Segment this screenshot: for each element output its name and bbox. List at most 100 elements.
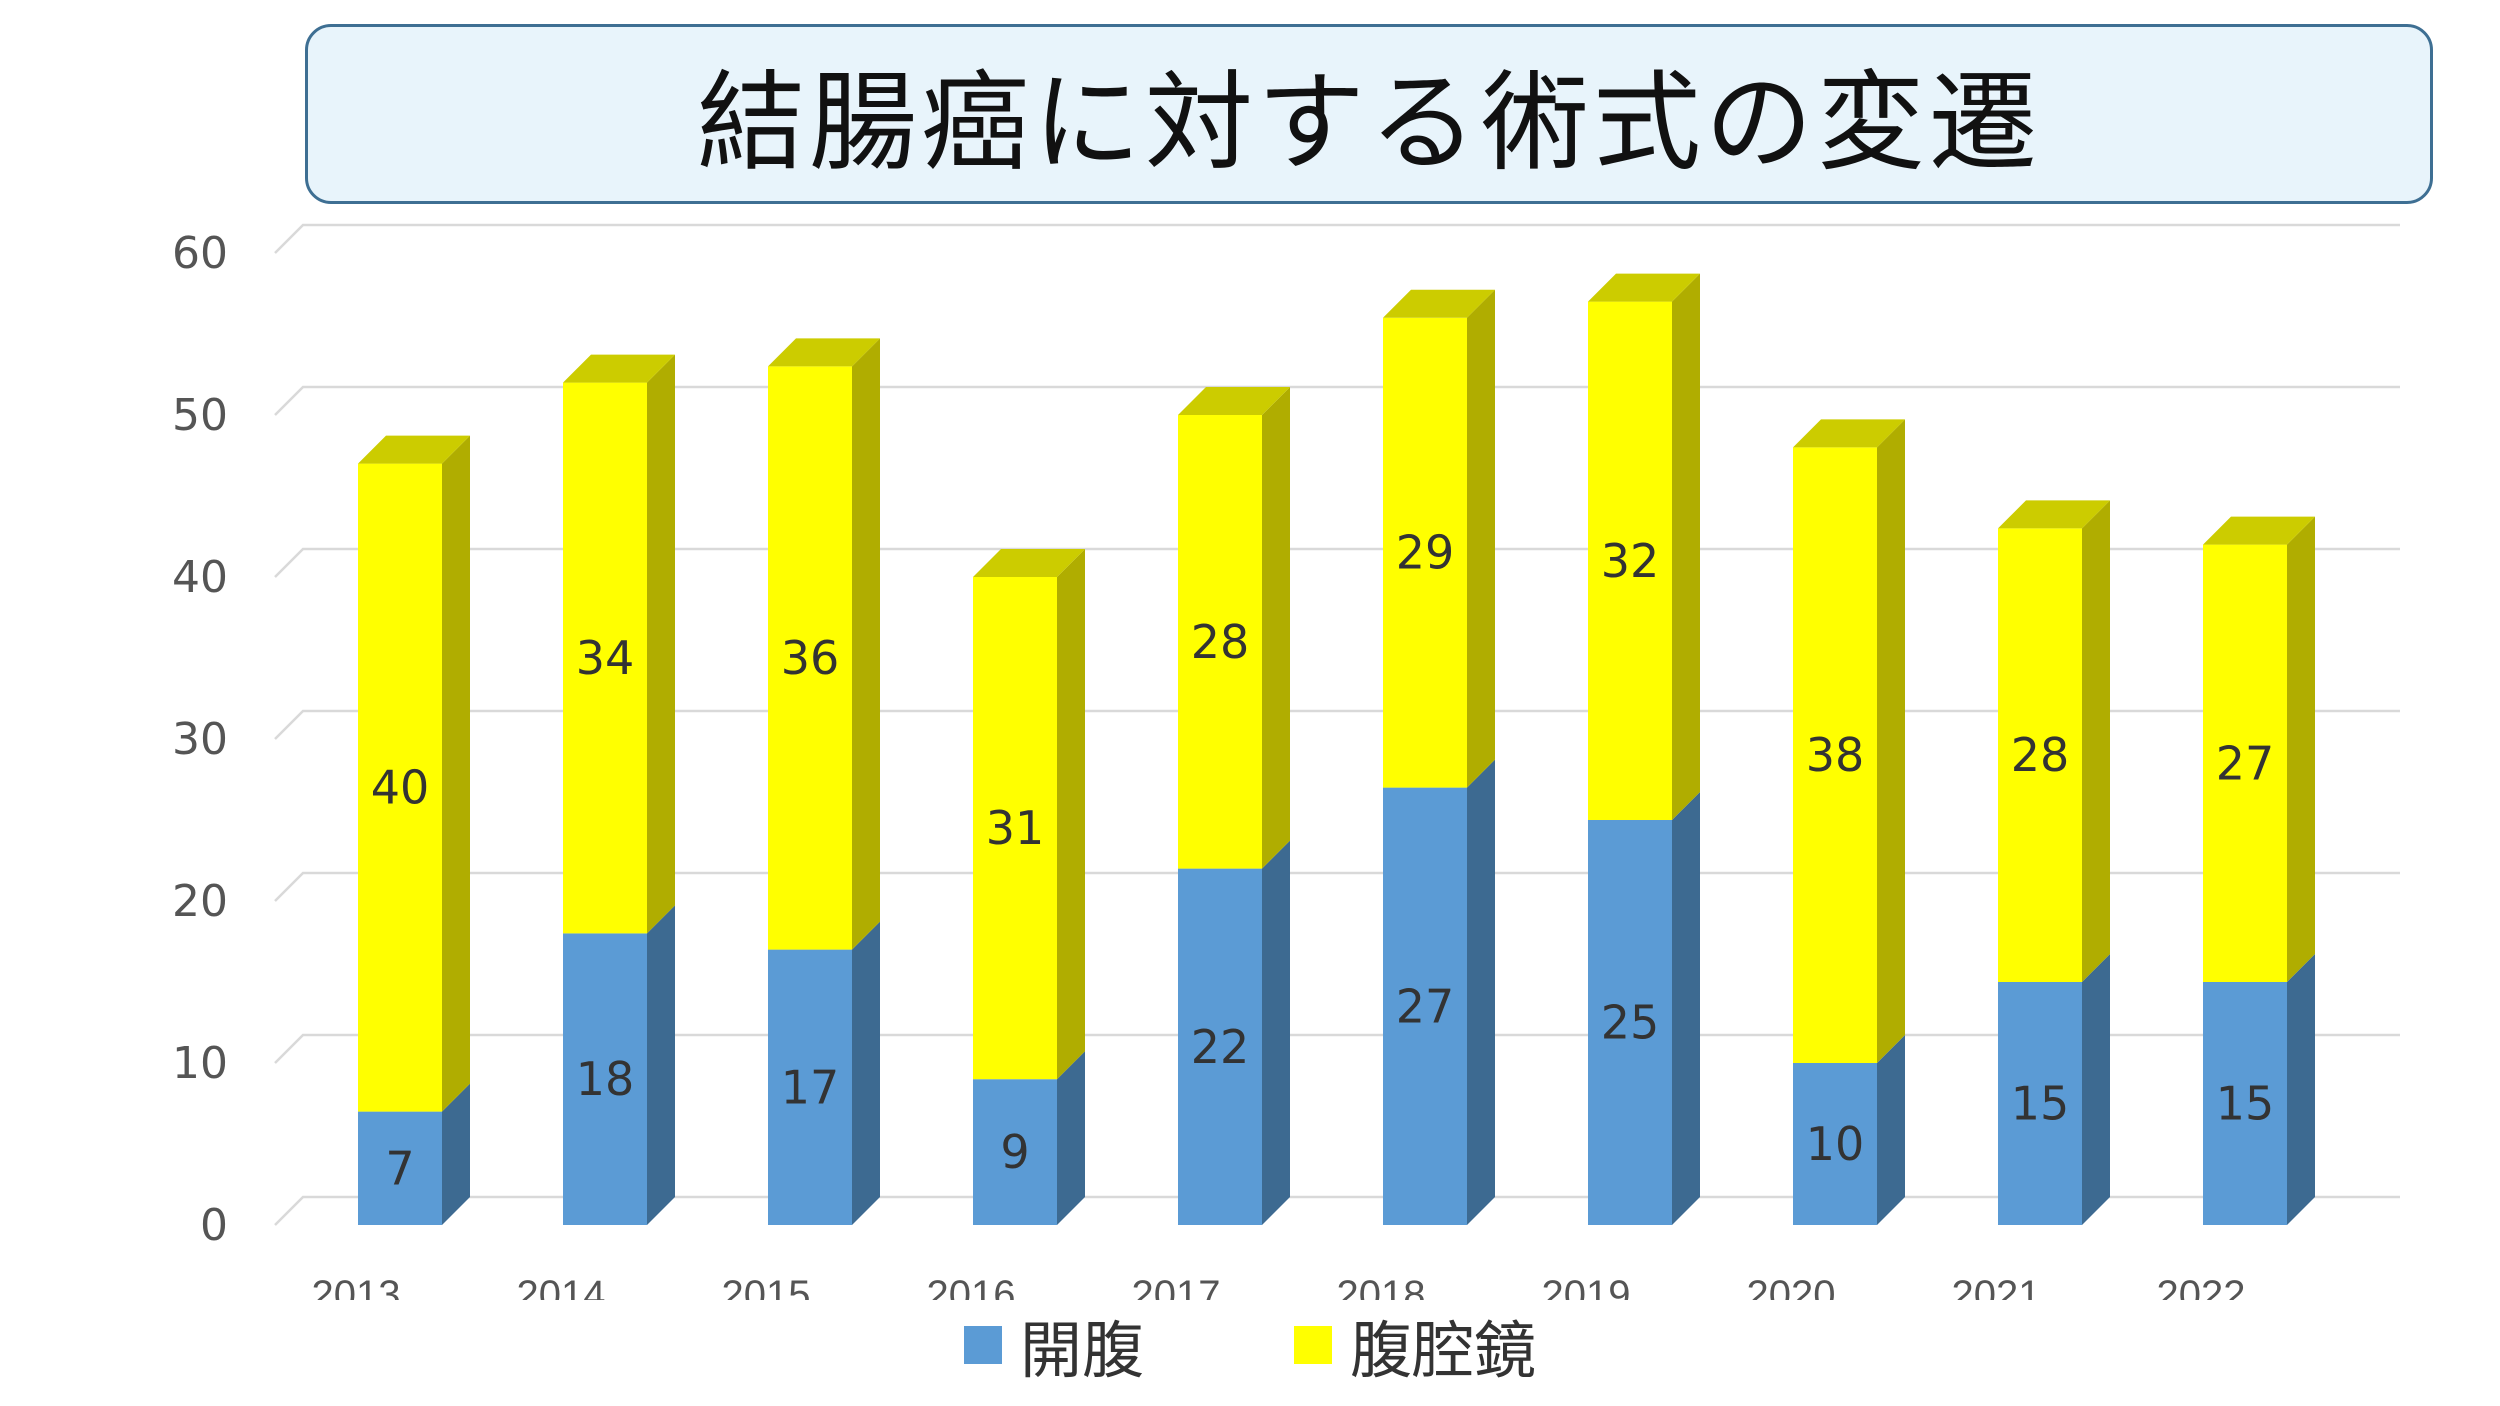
bar-top-laparoscopic	[1998, 500, 2110, 529]
bar-side-open	[2082, 954, 2110, 1225]
bar-side-laparoscopic	[442, 435, 470, 1112]
x-tick-label: 2021	[1952, 1273, 2041, 1300]
bar-open	[1793, 1063, 1877, 1225]
chart-legend: 開腹 腹腔鏡	[0, 1300, 2500, 1390]
x-tick-label: 2013	[312, 1273, 401, 1300]
chart-title-box: 結腸癌に対する術式の変遷	[305, 24, 2433, 204]
bar-open	[1178, 868, 1262, 1225]
gridline	[274, 709, 2400, 740]
x-tick-label: 2020	[1747, 1273, 1836, 1300]
data-label-open: 9	[1000, 1125, 1029, 1179]
data-label-laparoscopic: 29	[1396, 526, 1455, 580]
bar-side-laparoscopic	[1877, 419, 1905, 1063]
bar-laparoscopic	[1178, 415, 1262, 869]
y-tick-label: 60	[172, 228, 228, 279]
bar-open	[1383, 787, 1467, 1225]
data-label-laparoscopic: 34	[576, 631, 635, 685]
bar-side-open	[647, 905, 675, 1225]
x-tick-label: 2022	[2157, 1273, 2246, 1300]
y-tick-label: 0	[200, 1200, 228, 1251]
bar-side-open	[1672, 792, 1700, 1225]
data-label-open: 27	[1396, 979, 1455, 1033]
bar-side-laparoscopic	[1262, 387, 1290, 869]
legend-label-laparoscopic: 腹腔鏡	[1350, 1314, 1537, 1387]
data-label-laparoscopic: 28	[1191, 615, 1250, 669]
bar-side-laparoscopic	[1672, 273, 1700, 821]
bar-laparoscopic	[973, 577, 1057, 1080]
bar-open	[2203, 982, 2287, 1225]
bar-laparoscopic	[2203, 544, 2287, 982]
bar-laparoscopic	[1383, 317, 1467, 788]
data-label-laparoscopic: 36	[781, 631, 840, 685]
bar-laparoscopic	[563, 382, 647, 934]
data-label-open: 10	[1806, 1117, 1865, 1171]
x-tick-label: 2018	[1337, 1273, 1426, 1300]
data-label-laparoscopic: 31	[986, 801, 1045, 855]
bar-side-laparoscopic	[2287, 516, 2315, 982]
bar-side-open	[1467, 759, 1495, 1225]
y-tick-label: 30	[172, 714, 228, 765]
legend-label-open: 開腹	[1019, 1314, 1144, 1387]
bar-top-laparoscopic	[563, 354, 675, 383]
bar-laparoscopic	[1793, 447, 1877, 1063]
bar-side-open	[2287, 954, 2315, 1225]
x-tick-label: 2019	[1542, 1273, 1631, 1300]
x-tick-label: 2016	[927, 1273, 1016, 1300]
data-label-open: 22	[1191, 1020, 1250, 1074]
bar-side-laparoscopic	[2082, 500, 2110, 982]
bar-laparoscopic	[768, 366, 852, 950]
legend-swatch-laparoscopic	[1294, 1326, 1332, 1364]
gridline	[274, 547, 2400, 578]
gridline	[274, 1195, 2400, 1226]
bar-top-laparoscopic	[973, 549, 1085, 577]
bar-top-laparoscopic	[1178, 387, 1290, 415]
data-label-laparoscopic: 40	[371, 761, 430, 815]
bar-side-open	[1877, 1035, 1905, 1225]
legend-swatch-open	[963, 1326, 1002, 1364]
y-tick-label: 20	[172, 876, 228, 927]
bar-open	[973, 1079, 1057, 1225]
bar-open	[768, 949, 852, 1225]
bar-open	[563, 933, 647, 1225]
gridline	[274, 223, 2400, 254]
bar-top-laparoscopic	[1793, 419, 1905, 448]
x-tick-label: 2014	[517, 1273, 606, 1300]
bar-open	[1588, 820, 1672, 1225]
bar-side-open	[1262, 840, 1290, 1225]
data-label-open: 25	[1601, 996, 1660, 1050]
gridline	[274, 385, 2400, 416]
data-label-open: 18	[576, 1052, 635, 1106]
y-tick-label: 10	[172, 1038, 228, 1089]
x-tick-label: 2017	[1132, 1273, 1221, 1300]
y-tick-label: 40	[172, 552, 228, 603]
bar-side-open	[852, 921, 880, 1225]
legend-item-open: 開腹	[963, 1300, 1144, 1390]
data-label-laparoscopic: 38	[1806, 728, 1865, 782]
bar-side-open	[1057, 1051, 1085, 1225]
data-label-laparoscopic: 32	[1601, 534, 1660, 588]
data-label-laparoscopic: 28	[2011, 728, 2070, 782]
data-label-laparoscopic: 27	[2216, 736, 2275, 790]
gridline	[274, 1033, 2400, 1064]
bar-side-laparoscopic	[852, 338, 880, 950]
bar-laparoscopic	[358, 463, 442, 1112]
bar-laparoscopic	[1998, 528, 2082, 982]
bar-top-laparoscopic	[1588, 273, 1700, 302]
data-label-open: 15	[2216, 1077, 2275, 1131]
bar-side-laparoscopic	[1057, 549, 1085, 1080]
y-tick-label: 50	[172, 390, 228, 441]
stacked-bar-chart: 0 10 20 30 40 50 60 7 40 2013 18 34 2014 17 36 2015 9 31 2…	[172, 223, 2400, 1300]
data-label-open: 17	[781, 1060, 840, 1114]
bar-top-laparoscopic	[2203, 516, 2315, 545]
bar-side-laparoscopic	[1467, 289, 1495, 788]
bar-top-laparoscopic	[1383, 289, 1495, 318]
legend-item-laparoscopic: 腹腔鏡	[1294, 1300, 1536, 1390]
bar-top-laparoscopic	[768, 338, 880, 367]
bar-laparoscopic	[1588, 301, 1672, 821]
data-label-open: 15	[2011, 1077, 2070, 1131]
gridline	[274, 871, 2400, 902]
bar-side-open	[442, 1083, 470, 1225]
x-tick-label: 2015	[722, 1273, 811, 1300]
bar-top-laparoscopic	[358, 435, 470, 464]
bar-side-laparoscopic	[647, 354, 675, 934]
